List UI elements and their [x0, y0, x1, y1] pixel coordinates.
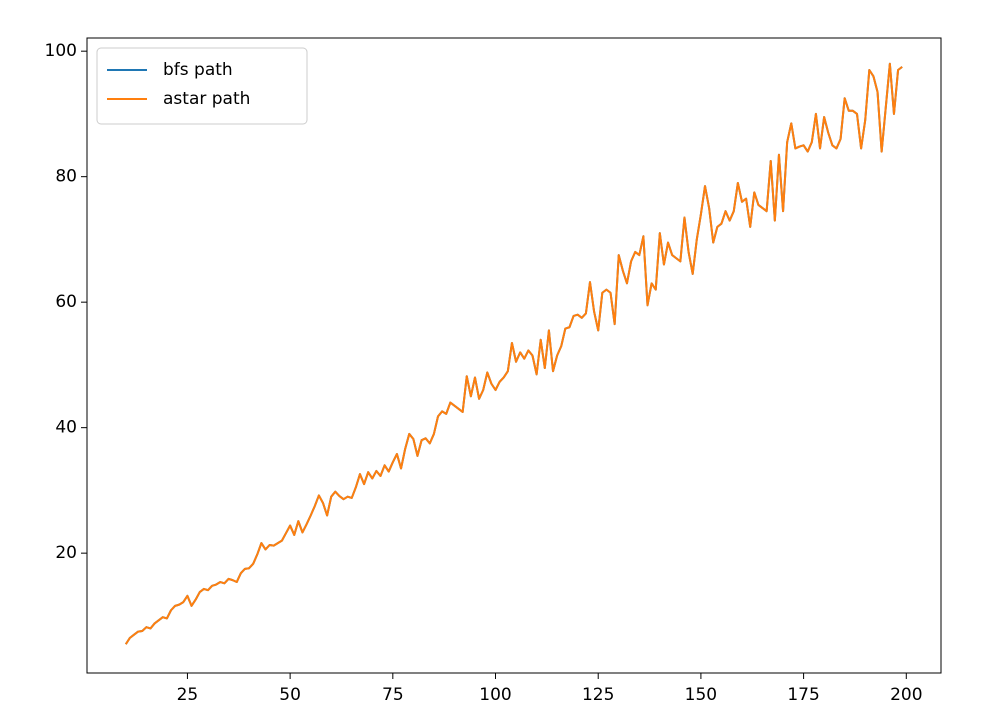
- plot-frame: [86, 37, 942, 674]
- x-tick-label: 175: [787, 685, 819, 705]
- y-tick-label: 40: [55, 418, 77, 438]
- legend-box: [96, 47, 308, 125]
- legend-label: astar path: [163, 89, 250, 109]
- y-tick-label: 20: [55, 543, 77, 563]
- y-tick-label: 60: [55, 292, 77, 312]
- x-tick-label: 75: [382, 685, 404, 705]
- x-tick-label: 125: [582, 685, 614, 705]
- line-series: [124, 62, 903, 645]
- x-tick-label: 200: [890, 685, 922, 705]
- y-tick-label: 100: [45, 41, 77, 61]
- legend-label: bfs path: [163, 60, 233, 80]
- x-tick-label: 150: [685, 685, 717, 705]
- x-tick-label: 100: [479, 685, 511, 705]
- x-tick-label: 50: [279, 685, 301, 705]
- x-tick-label: 25: [177, 685, 199, 705]
- y-tick-label: 80: [55, 167, 77, 187]
